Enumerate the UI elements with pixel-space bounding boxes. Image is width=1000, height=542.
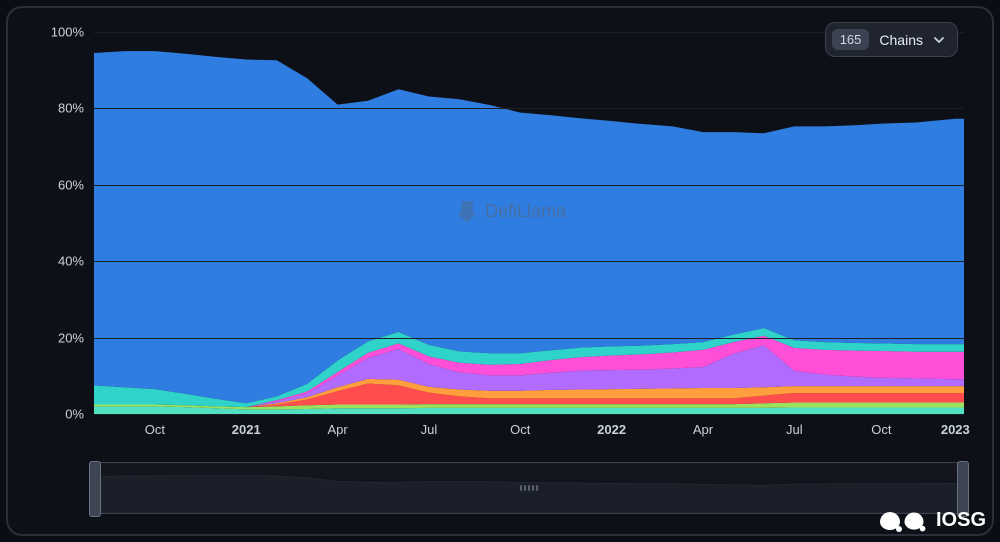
chains-dropdown-label: Chains — [879, 32, 923, 48]
grid-line — [94, 185, 964, 186]
x-tick-label: 2023 — [941, 422, 970, 437]
y-tick-label: 100% — [51, 25, 84, 40]
x-tick-label: Apr — [693, 422, 713, 437]
grid-line — [94, 108, 964, 109]
x-tick-label: 2021 — [232, 422, 261, 437]
x-axis: Oct2021AprJulOct2022AprJulOct2023 — [94, 418, 964, 442]
x-tick-label: Oct — [871, 422, 891, 437]
plot-region: DefiLlama — [94, 32, 964, 414]
wechat-icon — [904, 512, 923, 529]
chevron-down-icon — [933, 34, 945, 46]
grid-line — [94, 414, 964, 415]
x-tick-label: Jul — [786, 422, 803, 437]
y-tick-label: 20% — [58, 330, 84, 345]
wechat-icon — [880, 512, 900, 530]
time-range-brush[interactable] — [94, 462, 964, 514]
y-tick-label: 0% — [65, 407, 84, 422]
chart-frame: 0% 20% 40% 60% 80% 100% DefiLlama Oct 2021 Apr J… — [6, 6, 994, 536]
brush-grip-icon — [517, 485, 541, 491]
x-tick-label: Oct — [145, 422, 165, 437]
stacked-area-svg — [94, 32, 964, 414]
credit-badge: IOSG — [880, 509, 986, 532]
x-tick-label: Apr — [327, 422, 347, 437]
y-tick-label: 40% — [58, 254, 84, 269]
credit-text: IOSG — [936, 509, 986, 532]
x-tick-label: Jul — [421, 422, 438, 437]
chains-count-badge: 165 — [832, 29, 870, 50]
x-tick-label: 2022 — [597, 422, 626, 437]
x-tick-label: Oct — [510, 422, 530, 437]
y-tick-label: 80% — [58, 101, 84, 116]
chart-area: 0% 20% 40% 60% 80% 100% DefiLlama Oct 2021 Apr J… — [36, 22, 964, 442]
y-axis: 0%20%40%60%80%100% — [36, 32, 92, 414]
y-tick-label: 60% — [58, 177, 84, 192]
brush-handle-left[interactable] — [89, 461, 101, 517]
chains-dropdown[interactable]: 165 Chains — [825, 22, 958, 57]
grid-line — [94, 338, 964, 339]
brush-area — [95, 476, 963, 514]
grid-line — [94, 261, 964, 262]
